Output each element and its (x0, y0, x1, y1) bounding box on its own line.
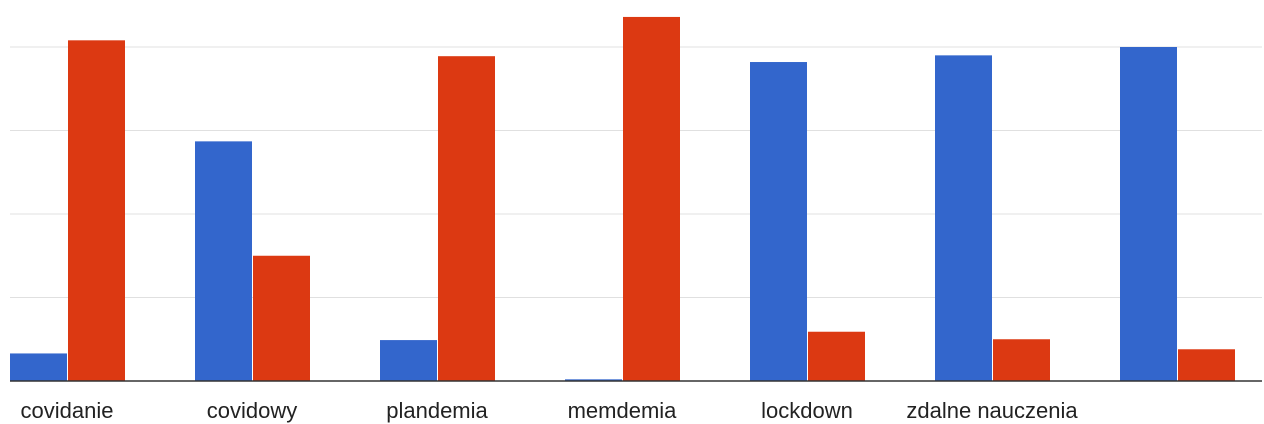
bar-series2-lockdown (808, 331, 865, 381)
x-tick-label: lockdown (761, 398, 853, 423)
bar-series2-plandemia (438, 56, 495, 382)
bar-series2-zdalne-nauczenia (993, 339, 1050, 381)
bars (10, 16, 1235, 382)
x-axis-labels: covidanie covidowy plandemia memdemia lockdo… (21, 398, 1079, 423)
bar-series1-zdalne-nauczenia (935, 55, 992, 381)
bar-series1-covidowy (195, 141, 252, 381)
bar-series2-covidanie (68, 40, 125, 381)
bar-series1-memdemia (565, 379, 622, 381)
x-tick-label: memdemia (568, 398, 678, 423)
x-tick-label: covidanie (21, 398, 114, 423)
bar-series2-group7 (1178, 349, 1235, 381)
x-tick-label: plandemia (386, 398, 488, 423)
bar-series1-plandemia (380, 340, 437, 381)
bar-series1-group7 (1120, 47, 1177, 381)
x-tick-label: zdalne nauczenia (906, 398, 1078, 423)
bar-series1-covidanie (10, 353, 67, 381)
bar-series1-lockdown (750, 62, 807, 381)
bar-series2-covidowy (253, 255, 310, 381)
bar-series2-memdemia (623, 16, 680, 381)
x-tick-label: covidowy (207, 398, 297, 423)
